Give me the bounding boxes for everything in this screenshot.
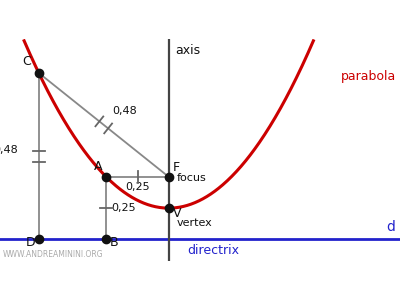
Text: focus: focus	[176, 173, 206, 183]
Text: D: D	[25, 236, 35, 249]
Text: d: d	[386, 220, 395, 234]
Text: A: A	[94, 160, 102, 173]
Text: WWW.ANDREAMININI.ORG: WWW.ANDREAMININI.ORG	[2, 250, 103, 260]
Text: F: F	[172, 161, 180, 174]
Text: 0,48: 0,48	[112, 106, 137, 116]
Text: 0,25: 0,25	[111, 203, 136, 213]
Text: parabola: parabola	[341, 70, 396, 83]
Text: 0,25: 0,25	[125, 182, 150, 192]
Text: B: B	[110, 236, 119, 249]
Text: 0,48: 0,48	[0, 145, 18, 155]
Text: V: V	[172, 207, 181, 220]
Text: axis: axis	[175, 44, 200, 57]
Text: C: C	[22, 55, 31, 68]
Text: vertex: vertex	[176, 218, 212, 228]
Text: directrix: directrix	[188, 244, 240, 257]
